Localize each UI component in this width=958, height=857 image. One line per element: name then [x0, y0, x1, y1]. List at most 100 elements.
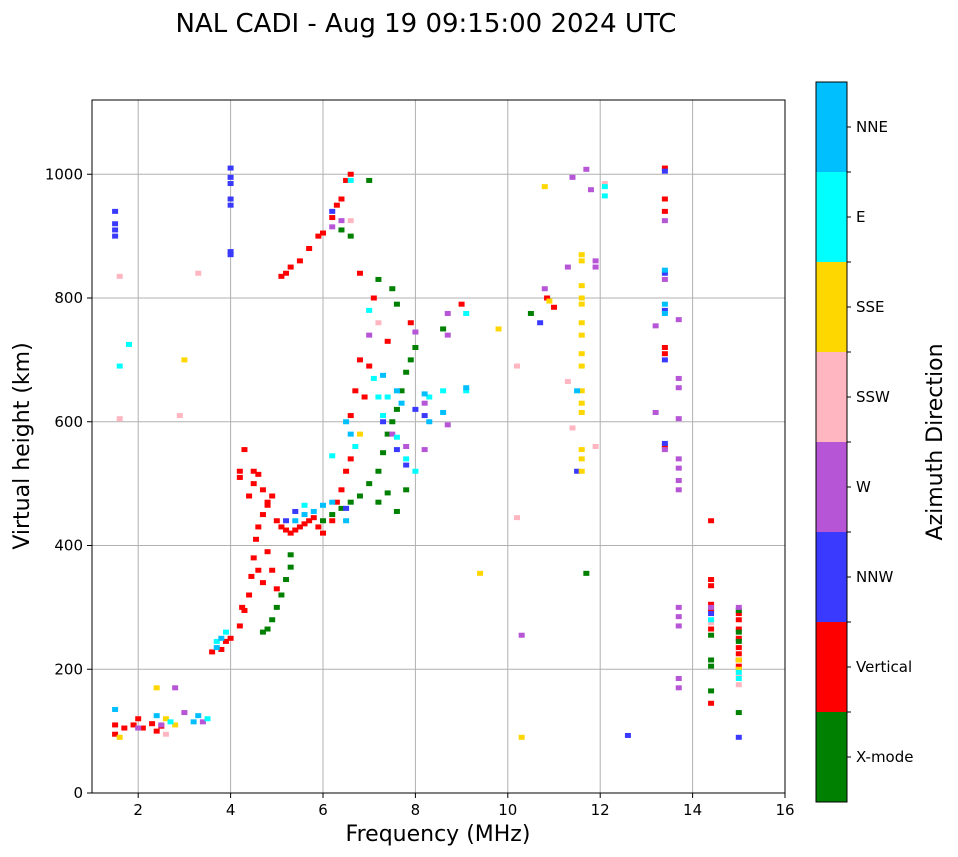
data-point	[310, 515, 317, 521]
data-point	[338, 487, 345, 493]
data-point	[227, 252, 234, 258]
data-point	[246, 493, 253, 499]
colorbar-label: SSW	[856, 388, 890, 406]
data-point	[735, 638, 742, 644]
data-point	[149, 721, 156, 727]
data-point	[338, 227, 345, 233]
data-point	[112, 731, 119, 737]
data-point	[514, 515, 521, 521]
data-point	[239, 604, 246, 610]
data-point	[195, 713, 202, 719]
data-point	[708, 688, 715, 694]
data-point	[440, 388, 447, 394]
data-point	[735, 645, 742, 651]
data-point	[121, 725, 128, 731]
data-point	[283, 577, 290, 583]
data-point	[661, 208, 668, 214]
data-point	[112, 706, 119, 712]
data-point	[209, 649, 216, 655]
data-point	[661, 196, 668, 202]
data-point	[661, 444, 668, 449]
data-point	[329, 499, 336, 505]
data-point	[546, 298, 553, 304]
data-point	[259, 580, 266, 586]
data-point	[301, 512, 308, 518]
data-point	[222, 638, 229, 644]
data-point	[292, 508, 299, 514]
data-point	[253, 536, 260, 542]
data-point	[661, 310, 668, 316]
y-tick-label: 600	[54, 413, 83, 431]
data-point	[347, 177, 354, 183]
data-point	[236, 623, 243, 629]
x-tick-label: 16	[775, 801, 794, 819]
data-point	[384, 490, 391, 496]
colorbar-segment	[816, 442, 847, 532]
data-point	[708, 518, 715, 524]
data-point	[569, 174, 576, 180]
x-tick-label: 14	[683, 801, 702, 819]
data-point	[112, 722, 119, 728]
data-point	[412, 329, 419, 335]
data-point	[564, 264, 571, 270]
data-point	[241, 607, 248, 613]
data-point	[320, 530, 326, 536]
data-point	[708, 617, 715, 623]
data-point	[320, 502, 326, 508]
data-point	[661, 301, 668, 307]
colorbar-segment	[816, 622, 847, 712]
data-point	[250, 555, 257, 561]
colorbar-label: X-mode	[856, 748, 913, 766]
data-point	[181, 357, 188, 363]
data-point	[537, 320, 544, 326]
data-point	[578, 301, 585, 307]
data-point	[315, 233, 322, 239]
data-point	[578, 400, 585, 406]
data-point	[735, 663, 742, 669]
data-point	[283, 527, 290, 533]
data-point	[463, 385, 470, 391]
data-point	[708, 611, 715, 617]
data-point	[153, 728, 160, 734]
data-point	[278, 592, 285, 598]
data-points	[112, 165, 742, 740]
data-point	[292, 527, 299, 533]
data-point	[421, 391, 428, 397]
x-tick-label: 4	[226, 801, 236, 819]
data-point	[578, 468, 585, 474]
data-point	[735, 657, 742, 663]
data-point	[204, 716, 211, 722]
data-point	[551, 304, 557, 310]
data-point	[675, 685, 682, 691]
x-axis-ticks: 2 4 6 8 10 12 14 16	[133, 793, 795, 819]
data-point	[116, 273, 123, 279]
data-point	[162, 716, 169, 722]
data-point	[477, 570, 484, 576]
data-point	[578, 363, 585, 369]
data-point	[287, 264, 294, 270]
data-point	[708, 657, 715, 663]
data-point	[227, 174, 234, 180]
data-point	[250, 468, 257, 474]
data-point	[583, 166, 590, 172]
data-point	[544, 295, 551, 301]
data-point	[389, 431, 396, 437]
data-point	[283, 518, 290, 524]
data-point	[347, 218, 354, 224]
data-point	[172, 722, 179, 728]
data-point	[259, 629, 266, 635]
data-point	[708, 577, 715, 583]
data-point	[675, 416, 682, 422]
data-point	[601, 184, 608, 190]
data-point	[574, 468, 581, 474]
data-point	[398, 388, 405, 394]
data-point	[735, 666, 742, 672]
data-point	[329, 512, 336, 518]
data-point	[347, 431, 354, 437]
series-sse	[116, 184, 742, 740]
data-point	[735, 611, 742, 617]
data-point	[375, 468, 382, 474]
data-point	[661, 357, 668, 363]
colorbar-segment	[816, 712, 847, 802]
